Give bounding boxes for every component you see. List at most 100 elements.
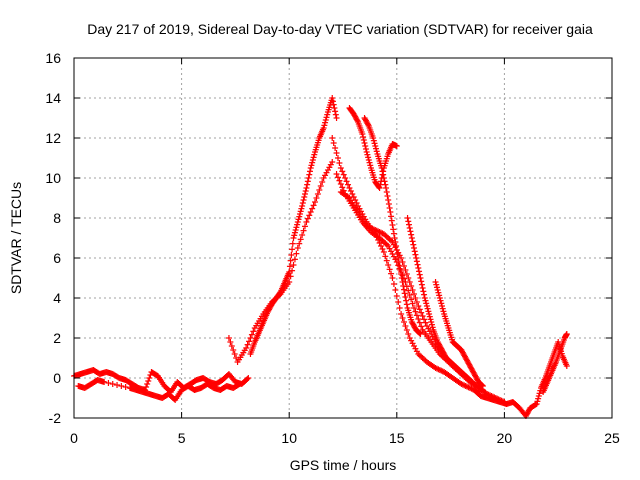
data-point	[406, 279, 413, 285]
data-point	[339, 168, 346, 175]
data-point	[436, 292, 443, 299]
data-point	[398, 311, 405, 317]
x-tick-label: 15	[389, 430, 405, 446]
data-point	[376, 185, 383, 191]
data-point	[289, 267, 296, 274]
data-point	[337, 181, 344, 187]
data-point	[405, 218, 412, 225]
y-tick-label: 2	[53, 330, 61, 346]
data-point	[421, 295, 428, 301]
data-point	[286, 269, 293, 275]
data-point	[402, 294, 409, 300]
data-point	[413, 255, 420, 261]
data-point	[333, 115, 340, 121]
data-point	[314, 191, 321, 197]
data-point	[419, 285, 426, 291]
data-point	[291, 256, 298, 263]
data-point	[299, 203, 306, 209]
data-point	[296, 211, 303, 217]
data-point	[298, 205, 305, 212]
data-point	[297, 236, 304, 243]
data-point	[329, 135, 336, 141]
data-point	[292, 227, 299, 233]
x-tick-label: 25	[604, 430, 620, 446]
data-point	[393, 243, 400, 249]
data-point	[332, 108, 339, 115]
data-point	[343, 178, 350, 185]
data-point	[365, 154, 372, 161]
data-point	[301, 223, 308, 230]
data-point	[390, 226, 397, 233]
data-point	[359, 131, 366, 137]
data-point	[399, 315, 406, 321]
data-point	[426, 313, 433, 320]
data-point	[385, 201, 392, 207]
data-point	[336, 160, 343, 166]
data-point	[294, 219, 301, 225]
data-point	[387, 209, 394, 215]
data-point	[417, 331, 424, 337]
data-point	[302, 188, 309, 194]
data-point	[377, 181, 384, 188]
data-point	[428, 319, 435, 325]
data-point	[143, 384, 150, 390]
data-point	[392, 239, 399, 245]
data-point	[303, 185, 310, 191]
y-axis-label: SDTVAR / TECUs	[8, 182, 24, 294]
data-point	[330, 140, 337, 146]
data-point	[385, 197, 392, 203]
data-point	[563, 331, 570, 337]
data-point	[380, 175, 387, 181]
data-point	[299, 232, 306, 238]
data-point	[393, 293, 400, 299]
data-point	[404, 215, 411, 221]
data-point	[370, 137, 377, 144]
data-point	[301, 191, 308, 197]
data-point	[322, 117, 329, 123]
data-point	[426, 311, 433, 317]
data-point	[370, 135, 377, 141]
data-point	[479, 383, 486, 389]
data-point	[235, 381, 242, 388]
data-point	[312, 199, 319, 205]
data-point	[395, 255, 402, 261]
data-points	[71, 95, 570, 419]
data-point	[406, 292, 413, 298]
data-point	[422, 319, 429, 326]
data-point	[412, 308, 419, 315]
data-point	[307, 209, 314, 215]
data-point	[406, 225, 413, 231]
data-point	[304, 181, 311, 188]
data-point	[422, 297, 429, 304]
data-point	[231, 351, 238, 357]
data-point	[401, 290, 408, 297]
data-point	[408, 296, 415, 303]
data-point	[413, 312, 420, 319]
data-point	[105, 380, 112, 386]
plot-frame	[73, 57, 613, 419]
data-point	[309, 157, 316, 163]
data-point	[372, 145, 379, 152]
data-point	[304, 178, 311, 185]
data-point	[288, 252, 295, 258]
chart-title: Day 217 of 2019, Sidereal Day-to-day VTE…	[87, 21, 593, 37]
data-point	[307, 168, 314, 175]
data-point	[423, 303, 430, 309]
data-point	[332, 111, 339, 118]
data-point	[286, 279, 293, 285]
data-point	[332, 145, 339, 151]
data-point	[412, 251, 419, 258]
data-point	[479, 382, 486, 389]
data-point	[433, 281, 440, 288]
data-point	[415, 303, 422, 309]
data-point	[388, 213, 395, 220]
x-tick-label: 20	[497, 430, 513, 446]
data-point	[365, 157, 372, 163]
data-point	[287, 273, 294, 280]
data-point	[342, 175, 349, 181]
data-point	[390, 281, 397, 287]
data-point	[403, 271, 410, 277]
data-point	[373, 148, 380, 155]
data-point	[333, 171, 340, 177]
